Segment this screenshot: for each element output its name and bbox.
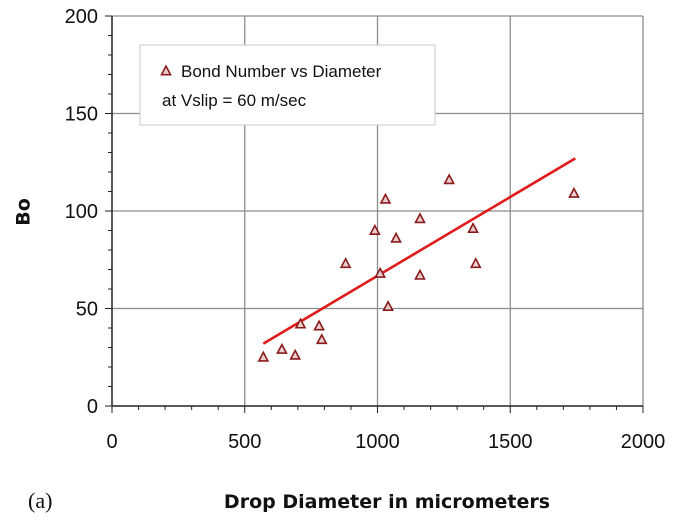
data-point [382, 299, 394, 311]
data-point [339, 257, 352, 269]
legend-line-1: Bond Number vs Diameter [181, 62, 382, 81]
data-point [414, 268, 426, 280]
y-tick-label: 200 [65, 6, 98, 28]
tick-labels: 0 500 1000 1500 2000 0 50 100 150 200 [65, 6, 666, 453]
data-point [443, 173, 456, 185]
trendline-group [262, 157, 576, 345]
legend-box [139, 44, 436, 126]
y-tick-label: 150 [65, 104, 98, 126]
panel-label: (a) [28, 488, 52, 513]
x-tick-label: 2000 [621, 431, 666, 453]
data-point [374, 266, 386, 278]
data-points [257, 173, 580, 362]
y-axis-title: Bo [13, 198, 35, 226]
x-tick-label: 1500 [488, 431, 533, 453]
x-tick-label: 0 [106, 431, 117, 453]
legend: Bond Number vs Diameter at Vslip = 60 m/… [139, 44, 436, 126]
x-tick-label: 500 [228, 431, 261, 453]
data-point [294, 317, 307, 329]
data-point [369, 223, 381, 235]
data-point [313, 319, 325, 331]
data-point [414, 212, 426, 224]
data-point [568, 186, 580, 198]
data-point [469, 257, 482, 269]
legend-line-2: at Vslip = 60 m/sec [162, 91, 307, 110]
data-point [289, 348, 302, 360]
trendline [262, 157, 576, 345]
x-axis-title: Drop Diameter in micrometers [224, 491, 550, 513]
data-point [467, 221, 479, 233]
y-tick-label: 0 [87, 396, 98, 418]
data-point [379, 192, 392, 204]
legend-marker-triangle-icon [160, 64, 172, 76]
y-tick-label: 100 [65, 201, 98, 223]
x-tick-label: 1000 [355, 431, 400, 453]
data-point [390, 231, 402, 243]
data-point [276, 342, 288, 354]
y-tick-label: 50 [76, 299, 98, 321]
data-point [315, 333, 328, 345]
axes [111, 16, 643, 407]
data-point [257, 350, 270, 362]
